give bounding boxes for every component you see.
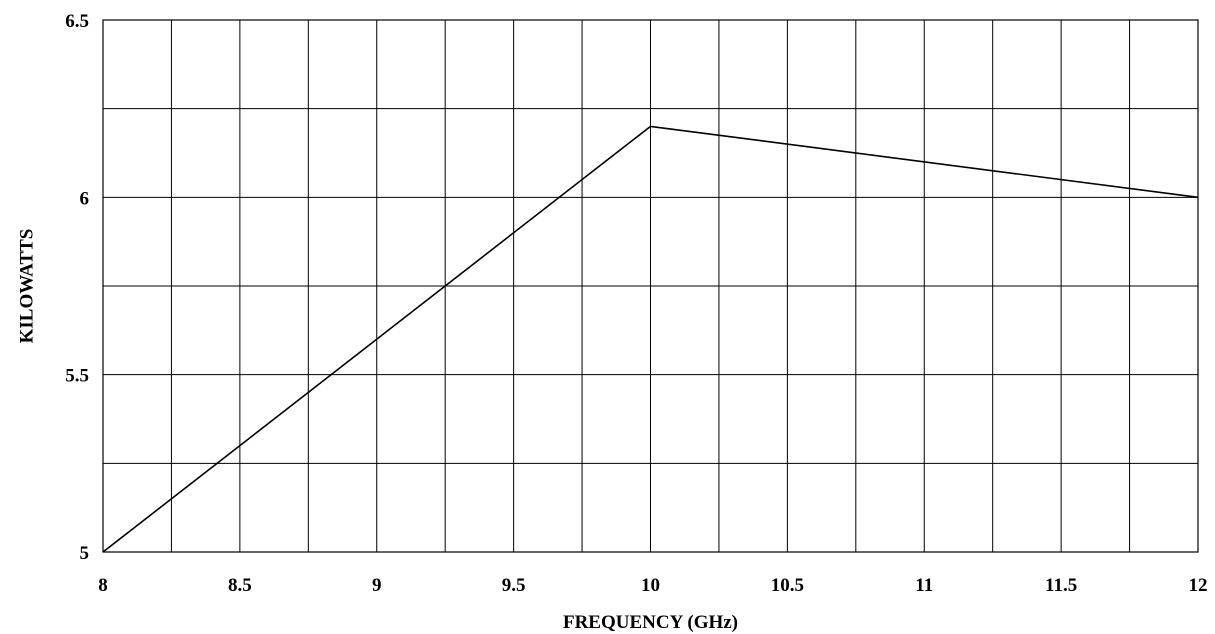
x-axis-title: FREQUENCY (GHz): [563, 612, 738, 633]
y-tick-label: 5: [80, 543, 90, 564]
y-tick-label: 5.5: [65, 366, 89, 387]
x-tick-label: 10.5: [771, 575, 804, 596]
x-tick-label: 11.5: [1045, 575, 1077, 596]
x-tick-label: 11: [915, 575, 933, 596]
x-tick-label: 9: [372, 575, 382, 596]
x-tick-label: 8: [98, 575, 108, 596]
x-tick-label: 10: [641, 575, 660, 596]
y-tick-label: 6: [80, 188, 90, 209]
y-axis-title: KILOWATTS: [17, 229, 38, 344]
x-tick-label: 9.5: [502, 575, 526, 596]
x-tick-label: 8.5: [228, 575, 252, 596]
x-tick-label: 12: [1189, 575, 1208, 596]
grid: [103, 20, 1198, 552]
series-line: [102, 125, 1199, 553]
series-layer: [102, 125, 1199, 553]
y-tick-label: 6.5: [65, 11, 89, 32]
y-tick-labels: 5 5.5 6 6.5: [65, 11, 89, 564]
plot-frame: [102, 19, 1199, 553]
x-tick-labels: 8 8.5 9 9.5 10 10.5 11 11.5 12: [98, 575, 1207, 596]
